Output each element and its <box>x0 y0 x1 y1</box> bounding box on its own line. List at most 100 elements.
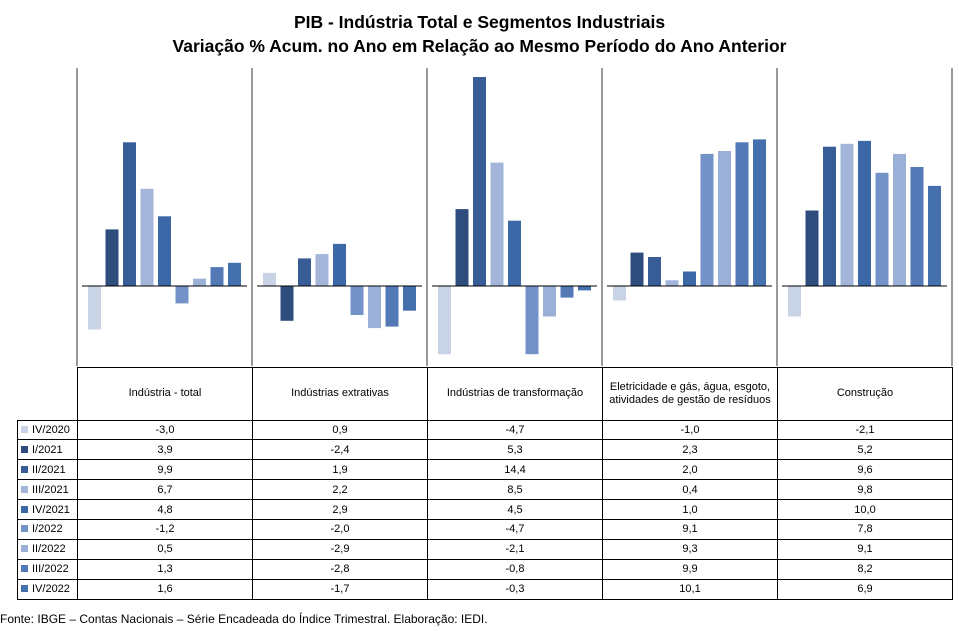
bar <box>543 286 556 317</box>
data-cell: 1,9 <box>252 459 428 481</box>
bar <box>298 258 311 286</box>
data-cell: -2,4 <box>252 439 428 461</box>
bar <box>228 262 241 286</box>
bar <box>910 167 924 286</box>
data-cell: 8,2 <box>777 558 953 580</box>
bar <box>613 286 626 301</box>
data-cell: -0,3 <box>427 578 603 600</box>
data-cell: 6,7 <box>77 479 253 501</box>
data-cell: -2,8 <box>252 558 428 580</box>
data-cell: 5,2 <box>777 439 953 461</box>
legend-label: II/2021 <box>32 463 66 476</box>
legend-label: IV/2022 <box>32 583 70 596</box>
data-cell: 9,9 <box>602 558 778 580</box>
table-row: I/2021 3,9 -2,4 5,3 2,3 5,2 <box>17 439 953 461</box>
chart-subtitle: Variação % Acum. no Ano em Relação ao Me… <box>172 36 787 56</box>
legend-entry: IV/2020 <box>17 419 78 441</box>
legend-entry: IV/2021 <box>17 499 78 520</box>
bar <box>88 286 101 330</box>
data-cell: 5,3 <box>427 439 603 461</box>
data-cell: -4,7 <box>427 419 603 441</box>
data-cell: 10,0 <box>777 499 953 520</box>
bar <box>700 153 714 286</box>
bar <box>455 209 469 286</box>
data-cell: -0,8 <box>427 558 603 580</box>
category-label: Indústrias de transformação <box>427 367 603 421</box>
data-cell: 9,6 <box>777 459 953 481</box>
data-cell: 2,3 <box>602 439 778 461</box>
data-cell: 9,3 <box>602 538 778 560</box>
bar <box>193 278 206 286</box>
data-cell: 2,9 <box>252 499 428 520</box>
data-cell: 1,0 <box>602 499 778 520</box>
bar <box>333 243 346 286</box>
table-row: III/2022 1,3 -2,8 -0,8 9,9 8,2 <box>17 558 953 580</box>
bar <box>280 286 294 321</box>
bar <box>175 286 189 304</box>
data-cell: 0,4 <box>602 479 778 501</box>
bar-chart <box>76 68 953 366</box>
legend-entry: I/2021 <box>17 439 78 461</box>
table-row: III/2021 6,7 2,2 8,5 0,4 9,8 <box>17 479 953 501</box>
bar <box>438 286 451 355</box>
data-cell: 0,5 <box>77 538 253 560</box>
table-row: I/2022 -1,2 -2,0 -4,7 9,1 7,8 <box>17 518 953 540</box>
table-row: IV/2020 -3,0 0,9 -4,7 -1,0 -2,1 <box>17 419 953 441</box>
data-cell: -1,2 <box>77 518 253 540</box>
bar <box>718 151 731 286</box>
bar <box>805 210 819 286</box>
bar <box>525 286 539 355</box>
data-cell: 1,6 <box>77 578 253 600</box>
bar <box>368 286 381 329</box>
data-cell: 4,8 <box>77 499 253 520</box>
legend-entry: II/2022 <box>17 538 78 560</box>
table-row: IV/2022 1,6 -1,7 -0,3 10,1 6,9 <box>17 578 953 600</box>
bar <box>578 286 591 291</box>
legend-entry: II/2021 <box>17 459 78 481</box>
data-cell: 4,5 <box>427 499 603 520</box>
bar <box>858 140 871 286</box>
legend-label: III/2022 <box>32 563 69 576</box>
category-label: Eletricidade e gás, água, esgoto, ativid… <box>602 367 778 421</box>
chart-title-line1: PIB - Indústria Total e Segmentos Indust… <box>293 12 666 32</box>
data-cell: 3,9 <box>77 439 253 461</box>
bar <box>665 280 679 286</box>
bar <box>560 286 574 298</box>
bar <box>403 286 416 311</box>
bar <box>823 146 836 286</box>
table-row: II/2021 9,9 1,9 14,4 2,0 9,6 <box>17 459 953 481</box>
data-cell: 2,2 <box>252 479 428 501</box>
bar <box>385 286 399 327</box>
category-dividers <box>76 68 953 366</box>
data-cell: -2,0 <box>252 518 428 540</box>
bar <box>105 229 119 286</box>
data-cell: 10,1 <box>602 578 778 600</box>
data-cell: 9,1 <box>602 518 778 540</box>
data-cell: -4,7 <box>427 518 603 540</box>
bar <box>735 142 749 286</box>
legend-entry: III/2022 <box>17 558 78 580</box>
category-label: Indústria - total <box>77 367 253 421</box>
chart-title: PIB - Indústria Total e Segmentos Indust… <box>0 10 959 58</box>
legend-swatch <box>21 465 28 473</box>
data-cell: 9,9 <box>77 459 253 481</box>
legend-label: III/2021 <box>32 483 69 496</box>
data-cell: -2,1 <box>427 538 603 560</box>
bar <box>315 254 329 286</box>
bar <box>473 77 486 286</box>
legend-swatch <box>21 545 28 553</box>
bar <box>123 142 136 286</box>
legend-label: I/2022 <box>32 523 63 536</box>
legend-label: IV/2021 <box>32 503 70 516</box>
legend-swatch <box>21 525 28 533</box>
table-corner <box>17 367 78 421</box>
legend-swatch <box>21 485 28 493</box>
legend-swatch <box>21 585 28 593</box>
table-body: IV/2020 -3,0 0,9 -4,7 -1,0 -2,1 I/2021 3,9 -2,4 5… <box>17 419 953 600</box>
data-cell: 2,0 <box>602 459 778 481</box>
bar <box>840 143 854 286</box>
legend-entry: III/2021 <box>17 479 78 501</box>
data-cell: -3,0 <box>77 419 253 441</box>
data-cell: 0,9 <box>252 419 428 441</box>
legend-swatch <box>21 505 28 513</box>
